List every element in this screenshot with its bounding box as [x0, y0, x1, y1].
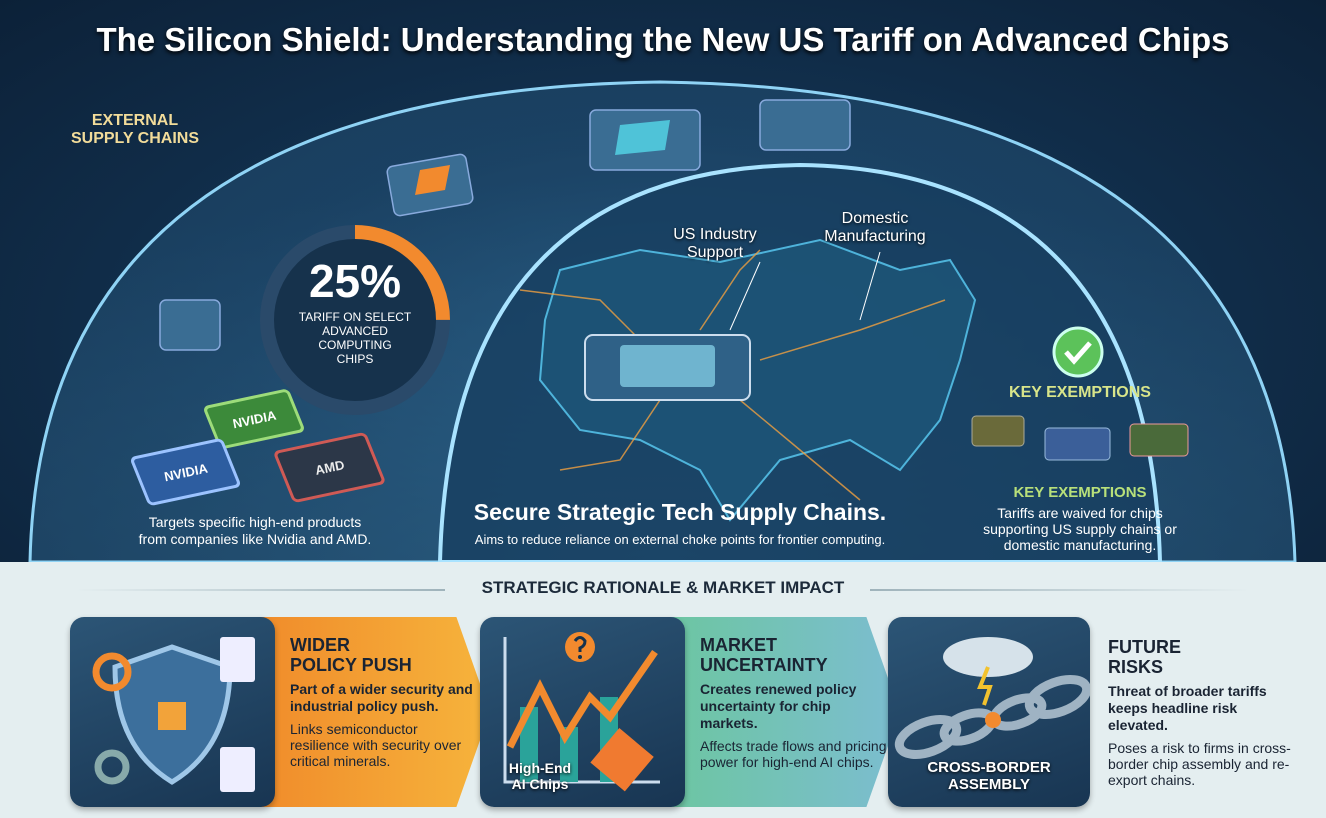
center-subtext: Aims to reduce reliance on external chok… — [474, 532, 886, 547]
card-market-uncertainty: High-End AI Chips MARKET UNCERTAINTY Cre… — [480, 617, 900, 807]
card-future-risks: CROSS-BORDER ASSEMBLY FUTURE RISKS Threa… — [888, 617, 1308, 807]
card-heading: MARKET UNCERTAINTY — [700, 635, 828, 675]
us-industry-support-label: US Industry Support — [673, 226, 757, 261]
card-heading: FUTURE RISKS — [1108, 637, 1181, 677]
image-caption: CROSS-BORDER ASSEMBLY — [927, 759, 1051, 793]
card-wider-policy-push: WIDER POLICY PUSH Part of a wider securi… — [70, 617, 490, 807]
key-exemptions-text: Tariffs are waived for chips supporting … — [983, 505, 1177, 553]
check-circle-icon — [1052, 326, 1104, 378]
shield-chip-icon — [70, 617, 275, 807]
targets-text: Targets specific high-end products from … — [138, 514, 372, 547]
key-exemptions-badge: KEY EXEMPTIONS — [1009, 384, 1151, 401]
volatile-chart-icon: High-End AI Chips — [480, 617, 685, 807]
center-heading: Secure Strategic Tech Supply Chains. — [473, 499, 887, 525]
card-heading: WIDER POLICY PUSH — [290, 635, 412, 675]
external-supply-chains-label: EXTERNAL SUPPLY CHAINS — [70, 112, 200, 147]
card-body: Poses a risk to firms in cross-border ch… — [1108, 740, 1291, 788]
broken-chain-icon: CROSS-BORDER ASSEMBLY — [888, 617, 1092, 807]
tariff-caption: TARIFF ON SELECT ADVANCED COMPUTING CHIP… — [298, 310, 412, 366]
card-body: Affects trade flows and pricing power fo… — [700, 738, 887, 770]
key-exemptions-heading: KEY EXEMPTIONS — [1013, 484, 1147, 501]
image-caption: High-End AI Chips — [508, 760, 572, 792]
us-map — [538, 238, 977, 522]
card-bold-text: Part of a wider security and industrial … — [290, 681, 473, 714]
card-bold-text: Creates renewed policy uncertainty for c… — [700, 681, 857, 731]
tariff-ring-fill — [260, 225, 450, 415]
page-title: The Silicon Shield: Understanding the Ne… — [96, 21, 1230, 58]
hero-panel: The Silicon Shield: Understanding the Ne… — [0, 0, 1326, 562]
card-bold-text: Threat of broader tariffs keeps headline… — [1108, 683, 1267, 733]
tariff-percent: 25% — [308, 255, 402, 307]
card-body: Links semiconductor resilience with secu… — [290, 721, 462, 769]
divider — [75, 589, 445, 591]
section-heading: STRATEGIC RATIONALE & MARKET IMPACT — [481, 578, 845, 597]
domestic-manufacturing-label: Domestic Manufacturing — [824, 210, 926, 245]
